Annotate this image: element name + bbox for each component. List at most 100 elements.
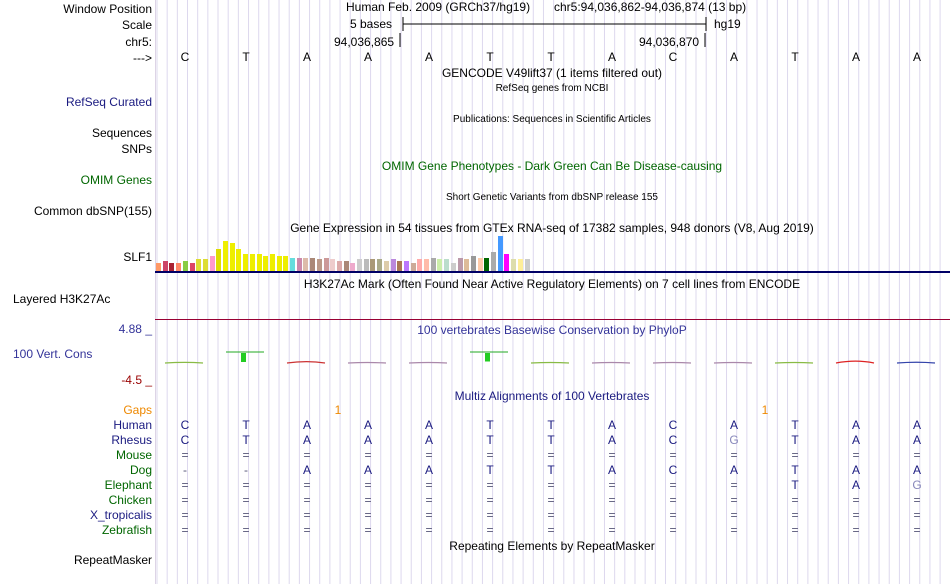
cons-track-label[interactable]: 100 Vert. Cons: [13, 347, 93, 361]
gtex-tissue-bar[interactable]: [390, 259, 396, 272]
repeatmasker-track-label[interactable]: RepeatMasker: [73, 553, 152, 567]
gtex-tissue-bar[interactable]: [269, 254, 275, 272]
gtex-tissue-bar[interactable]: [256, 254, 262, 272]
gtex-tissue-bar[interactable]: [363, 259, 369, 272]
gtex-tissue-bar[interactable]: [283, 256, 289, 272]
gtex-tissue-bar[interactable]: [464, 259, 470, 272]
gtex-tissue-bar[interactable]: [430, 258, 436, 272]
alignment-base: T: [486, 463, 494, 477]
refseq-track-label[interactable]: RefSeq Curated: [65, 95, 152, 109]
alignment-base: =: [608, 523, 616, 537]
gtex-tissue-bar[interactable]: [276, 256, 282, 272]
alignment-base: =: [669, 523, 677, 537]
gtex-tissue-bar[interactable]: [263, 256, 269, 272]
gtex-tissue-bar[interactable]: [216, 249, 222, 272]
omim-track-label[interactable]: OMIM Genes: [80, 173, 152, 187]
alignment-base: T: [486, 418, 494, 432]
gtex-tissue-bar[interactable]: [444, 259, 450, 272]
gtex-tissue-bar[interactable]: [330, 259, 336, 272]
gtex-tissue-bar[interactable]: [290, 258, 295, 272]
gtex-tissue-bar[interactable]: [182, 261, 188, 272]
alignment-base: A: [302, 418, 311, 432]
alignment-base: =: [303, 478, 311, 492]
gtex-tissue-bar[interactable]: [350, 263, 356, 272]
alignment-base: A: [363, 433, 372, 447]
gtex-tissue-bar[interactable]: [336, 261, 342, 272]
species-label[interactable]: Elephant: [104, 478, 152, 492]
gtex-tissue-bar[interactable]: [357, 259, 362, 272]
alignment-base: A: [729, 418, 738, 432]
gtex-tissue-bar[interactable]: [196, 259, 202, 272]
gtex-tissue-bar[interactable]: [457, 258, 463, 272]
gtex-tissue-bar[interactable]: [303, 258, 309, 272]
alignment-base: A: [424, 433, 433, 447]
gtex-tissue-bar[interactable]: [243, 254, 249, 272]
gtex-tissue-bar[interactable]: [410, 263, 416, 272]
gtex-tissue-bar[interactable]: [176, 263, 182, 272]
scale-label: Scale: [121, 18, 152, 32]
gtex-tissue-bar[interactable]: [477, 258, 483, 272]
alignment-base: C: [668, 433, 678, 447]
gtex-tissue-bar[interactable]: [491, 252, 496, 272]
scale-text: 5 bases: [350, 17, 393, 31]
conservation-plot[interactable]: [155, 336, 950, 376]
gtex-tissue-bar[interactable]: [343, 261, 349, 272]
strand-arrow-label[interactable]: --->: [133, 51, 152, 65]
slf1-gene-label[interactable]: SLF1: [123, 250, 152, 264]
alignment-base: =: [669, 448, 677, 462]
gtex-tissue-bar[interactable]: [517, 259, 523, 272]
gtex-tissue-bar[interactable]: [249, 254, 255, 272]
gtex-tissue-bar[interactable]: [236, 249, 242, 272]
gtex-tissue-bar[interactable]: [470, 256, 476, 272]
gtex-tissue-bar[interactable]: [162, 261, 168, 272]
gtex-tissue-bar[interactable]: [296, 258, 302, 272]
species-label[interactable]: Mouse: [115, 448, 152, 462]
gtex-tissue-bar[interactable]: [424, 259, 429, 272]
alignment-base: T: [791, 478, 799, 492]
gtex-tissue-bar[interactable]: [383, 261, 389, 272]
scale-bar: [402, 17, 707, 31]
gencode-track-title[interactable]: GENCODE V49lift37 (1 items filtered out): [441, 66, 663, 80]
gtex-tissue-bar[interactable]: [229, 243, 235, 272]
gtex-tissue-bar[interactable]: [437, 259, 443, 272]
gtex-tissue-bar[interactable]: [511, 259, 517, 272]
gtex-tissue-bar[interactable]: [484, 258, 490, 272]
gtex-tissue-bar[interactable]: [202, 259, 208, 272]
gtex-tissue-bar[interactable]: [504, 254, 510, 272]
refseq-track-title: RefSeq genes from NCBI: [495, 83, 609, 94]
gtex-tissue-bar[interactable]: [403, 261, 409, 272]
alignment-base: =: [547, 493, 555, 507]
gtex-tissue-bar[interactable]: [397, 261, 403, 272]
gtex-tissue-bar[interactable]: [316, 259, 322, 272]
gtex-tissue-bar[interactable]: [417, 259, 423, 272]
gtex-tissue-bar[interactable]: [497, 236, 503, 272]
snps-track-label[interactable]: SNPs: [121, 142, 152, 156]
gtex-tissue-bar[interactable]: [169, 263, 175, 272]
alignment-base: A: [851, 433, 860, 447]
gtex-tissue-bar[interactable]: [524, 259, 530, 272]
gtex-expression-bars[interactable]: [156, 234, 556, 272]
gtex-tissue-bar[interactable]: [156, 263, 161, 272]
gtex-tissue-bar[interactable]: [370, 259, 376, 272]
base-grid: [155, 0, 941, 584]
gtex-tissue-bar[interactable]: [310, 258, 316, 272]
species-label[interactable]: Rhesus: [111, 433, 152, 447]
species-label[interactable]: X_tropicalis: [89, 508, 152, 522]
species-label[interactable]: Chicken: [108, 493, 152, 507]
alignment-base: =: [608, 508, 616, 522]
cons-score-line: [591, 361, 631, 364]
sequences-track-label[interactable]: Sequences: [91, 126, 152, 140]
gtex-tissue-bar[interactable]: [450, 263, 456, 272]
gtex-tissue-bar[interactable]: [209, 256, 215, 272]
species-label[interactable]: Dog: [129, 463, 152, 477]
gtex-tissue-bar[interactable]: [223, 241, 228, 272]
species-label[interactable]: Zebrafish: [101, 523, 152, 537]
species-label[interactable]: Human: [113, 418, 152, 432]
gtex-tissue-bar[interactable]: [323, 258, 329, 272]
dbsnp-track-label[interactable]: Common dbSNP(155): [33, 204, 152, 218]
gtex-tissue-bar[interactable]: [189, 263, 195, 272]
gtex-tissue-bar[interactable]: [377, 259, 383, 272]
h3k27ac-track-label[interactable]: Layered H3K27Ac: [13, 292, 111, 306]
alignment-base: =: [852, 508, 860, 522]
base-letter: A: [424, 50, 433, 64]
